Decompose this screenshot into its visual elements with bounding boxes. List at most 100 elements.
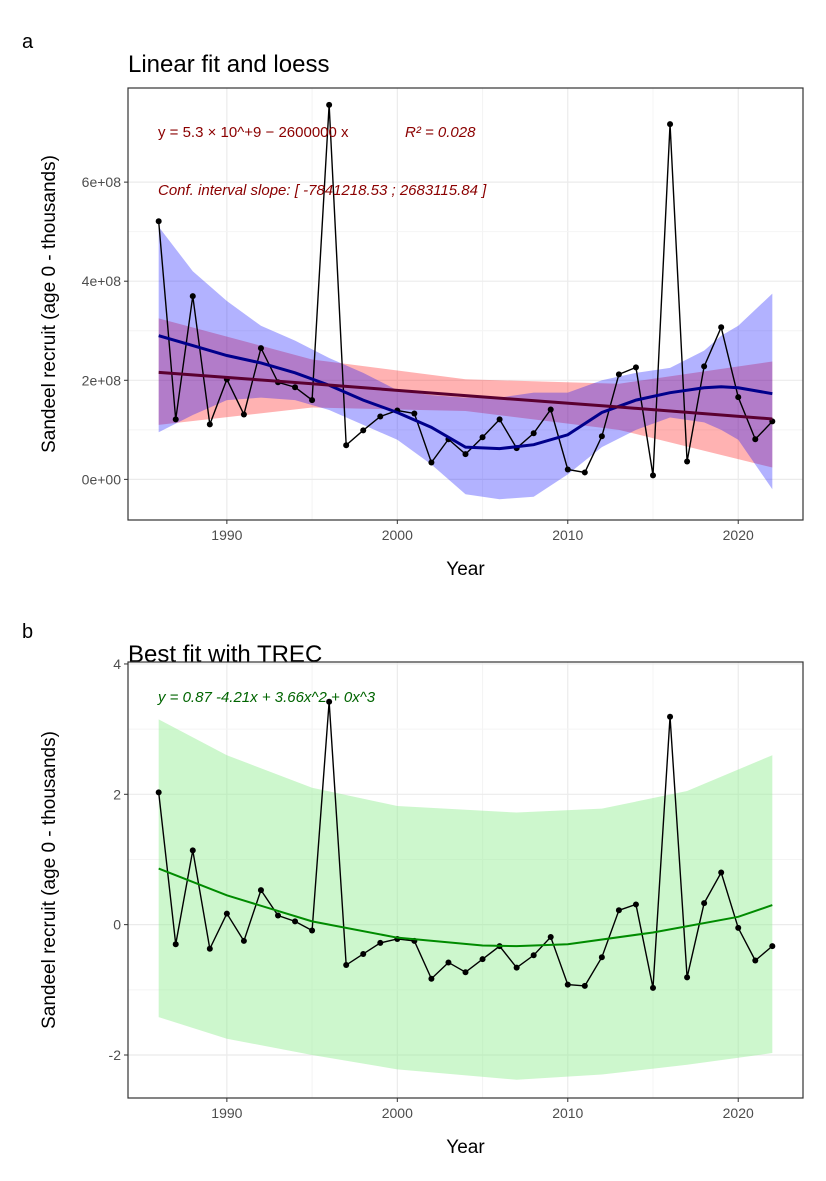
data-point xyxy=(769,943,776,950)
x-tick-label: 1990 xyxy=(211,527,242,543)
data-point xyxy=(326,101,333,108)
data-point xyxy=(564,466,571,473)
panel-label: b xyxy=(22,621,33,643)
data-point xyxy=(326,698,333,705)
data-point xyxy=(615,371,622,378)
data-point xyxy=(581,469,588,476)
data-point xyxy=(735,924,742,931)
y-axis-label: Sandeel recruit (age 0 - thousands) xyxy=(39,155,60,453)
x-axis-label: Year xyxy=(446,1137,485,1158)
y-tick-label: 0 xyxy=(113,917,121,933)
x-axis-label: Year xyxy=(446,559,485,580)
plot-border xyxy=(127,661,804,1099)
data-point xyxy=(701,900,708,907)
panel-label: a xyxy=(22,31,34,53)
data-point xyxy=(615,907,622,914)
data-point xyxy=(479,434,486,441)
data-point xyxy=(172,416,179,423)
r-squared-label: R² = 0.028 xyxy=(405,124,476,141)
data-point xyxy=(309,927,316,934)
data-point xyxy=(172,941,179,948)
data-point xyxy=(189,847,196,854)
data-point xyxy=(547,934,554,941)
data-point xyxy=(496,416,503,423)
equation-label: y = 5.3 × 10^+9 − 2600000 x xyxy=(158,124,349,141)
data-point xyxy=(206,945,213,952)
data-point xyxy=(240,411,247,418)
data-point xyxy=(343,962,350,969)
data-point xyxy=(598,954,605,961)
data-point xyxy=(530,952,537,959)
loess-ci-band xyxy=(158,226,773,500)
data-point xyxy=(684,458,691,465)
data-point xyxy=(718,324,725,331)
data-point xyxy=(309,397,316,404)
data-point xyxy=(513,964,520,971)
data-point xyxy=(650,984,656,991)
y-tick-label: 2 xyxy=(113,786,121,802)
data-point xyxy=(275,912,281,919)
x-tick-label: 2020 xyxy=(723,1105,754,1121)
data-point xyxy=(360,427,367,434)
data-point xyxy=(240,937,247,944)
fit-ci-band xyxy=(158,719,773,1080)
linear-fit-line xyxy=(158,370,773,421)
data-point xyxy=(650,472,656,479)
chart-title: Linear fit and loess xyxy=(128,51,329,78)
x-tick-label: 1990 xyxy=(211,1105,242,1121)
equation-label: y = 0.87 -4.21x + 3.66x^2 + 0x^3 xyxy=(157,689,376,706)
data-point xyxy=(530,430,537,437)
loess-line xyxy=(158,334,773,451)
data-point xyxy=(411,410,418,417)
y-tick-label: -2 xyxy=(109,1047,122,1063)
data-point xyxy=(752,957,759,964)
y-tick-label: 4 xyxy=(113,656,121,672)
data-point xyxy=(632,364,639,371)
data-point xyxy=(684,974,691,981)
data-point xyxy=(445,959,452,966)
data-point xyxy=(343,442,350,449)
x-tick-label: 2000 xyxy=(382,527,413,543)
linear-ci-band xyxy=(158,318,773,468)
data-point xyxy=(292,384,299,391)
data-point xyxy=(667,121,674,128)
data-point xyxy=(292,918,299,925)
x-tick-label: 2000 xyxy=(382,1105,413,1121)
y-tick-label: 2e+08 xyxy=(82,372,122,388)
x-tick-label: 2010 xyxy=(552,1105,583,1121)
data-point xyxy=(155,218,162,225)
data-point xyxy=(581,982,588,989)
data-point xyxy=(223,910,230,917)
data-point xyxy=(377,413,384,420)
data-point xyxy=(632,901,639,908)
data-point xyxy=(206,421,213,428)
data-point xyxy=(752,436,759,443)
polynomial-fit-line xyxy=(158,867,773,948)
y-tick-label: 4e+08 xyxy=(82,273,122,289)
data-point xyxy=(428,975,435,982)
data-point xyxy=(564,981,571,988)
data-point xyxy=(718,869,725,876)
data-point xyxy=(598,433,605,440)
data-point xyxy=(257,345,264,352)
data-point xyxy=(701,363,708,370)
data-point xyxy=(360,950,367,957)
plot-background xyxy=(128,662,803,1098)
y-axis-label: Sandeel recruit (age 0 - thousands) xyxy=(39,731,60,1029)
data-point xyxy=(547,406,554,413)
data-point xyxy=(155,789,162,796)
data-point xyxy=(462,969,469,976)
data-point xyxy=(479,956,486,963)
data-point xyxy=(462,451,469,458)
data-point xyxy=(735,394,742,401)
x-tick-label: 2020 xyxy=(723,527,754,543)
y-tick-label: 6e+08 xyxy=(82,174,122,190)
data-point xyxy=(377,939,384,946)
conf-interval-label: Conf. interval slope: [ -7841218.53 ; 26… xyxy=(158,182,487,199)
data-point xyxy=(667,713,674,720)
data-point xyxy=(428,459,435,466)
data-point xyxy=(257,887,264,894)
data-point xyxy=(189,293,196,300)
